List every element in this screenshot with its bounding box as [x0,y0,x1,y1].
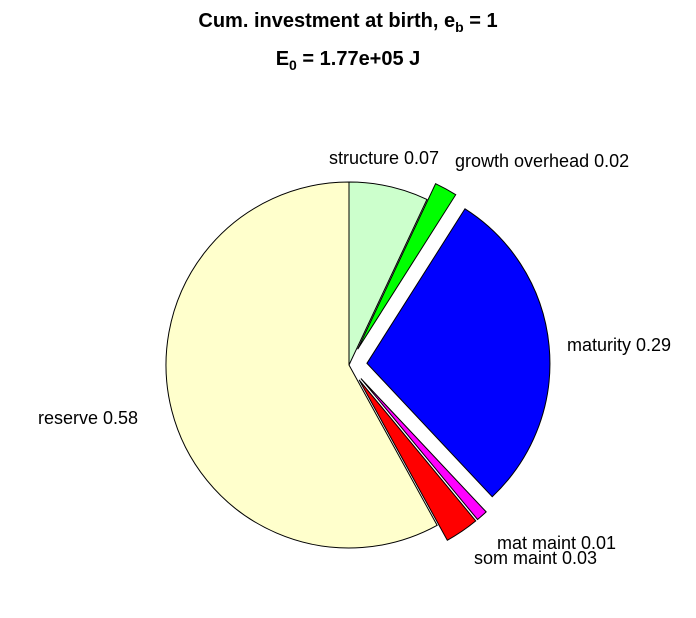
slice-label: som maint 0.03 [474,548,597,568]
chart-title-line2: E0 = 1.77e+05 J [275,48,421,73]
pie-slice [357,182,457,350]
slice-label: maturity 0.29 [567,335,671,355]
pie-slice [366,208,551,498]
slice-label: growth overhead 0.02 [455,151,629,171]
slice-label: mat maint 0.01 [497,533,616,553]
pie-slice [360,378,487,521]
slice-label: reserve 0.58 [38,408,138,428]
pie-slice [165,181,438,549]
chart-title-line1: Cum. investment at birth, eb = 1 [198,10,498,35]
pie-slice [358,379,477,541]
slice-label: structure 0.07 [329,148,439,168]
